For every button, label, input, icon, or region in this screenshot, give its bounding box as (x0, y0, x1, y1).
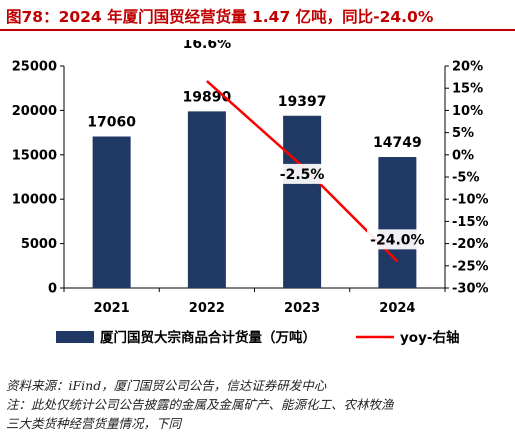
y-right-tick-label: 10% (452, 104, 483, 119)
bar (378, 157, 417, 288)
x-tick-label: 2023 (284, 301, 320, 316)
bar-data-label: 19397 (278, 94, 327, 110)
y-right-tick-label: -30% (452, 282, 489, 297)
line-label-box (366, 229, 428, 250)
bar-data-label: 17060 (87, 115, 136, 131)
x-tick-label: 2024 (379, 301, 415, 316)
y-left-tick-label: 25000 (12, 60, 57, 75)
y-right-tick-label: 5% (452, 126, 474, 141)
bar (92, 136, 131, 288)
y-right-tick-label: -20% (452, 237, 489, 252)
y-right-tick-label: 0% (452, 148, 474, 163)
figure-title-text: 图78：2024 年厦门国贸经营货量 1.47 亿吨，同比-24.0% (6, 8, 434, 26)
y-right-tick-label: -15% (452, 215, 489, 230)
source-line-2: 注：此处仅统计公司公告披露的金属及金属矿产、能源化工、农林牧渔 (6, 397, 394, 412)
title-underline (0, 29, 515, 31)
source-notes: 资料来源：iFind，厦门国贸公司公告，信达证券研发中心 注：此处仅统计公司公告… (6, 376, 394, 433)
bar-data-label: 14749 (373, 135, 422, 151)
y-left-tick-label: 20000 (12, 104, 57, 119)
source-line-1: 资料来源：iFind，厦门国贸公司公告，信达证券研发中心 (6, 378, 327, 393)
y-right-tick-label: -10% (452, 193, 489, 208)
y-right-tick-label: -25% (452, 259, 489, 274)
legend-line-label: yoy-右轴 (400, 329, 459, 346)
bar (283, 115, 322, 288)
legend-bar-swatch (56, 331, 94, 343)
y-left-tick-label: 15000 (12, 148, 57, 163)
legend-bar-label: 厦门国贸大宗商品合计货量（万吨） (100, 329, 316, 346)
line-data-label: -24.0% (370, 232, 424, 248)
line-label-box (276, 163, 329, 184)
y-left-tick-label: 0 (48, 282, 57, 297)
x-tick-label: 2022 (189, 301, 225, 316)
x-tick-label: 2021 (94, 301, 130, 316)
line-label-box (180, 40, 233, 54)
source-line-3: 三大类货种经营货量情况，下同 (6, 416, 182, 431)
y-right-tick-label: 15% (452, 82, 483, 97)
y-right-tick-label: -5% (452, 171, 479, 186)
y-left-tick-label: 5000 (21, 237, 57, 252)
bar (187, 111, 226, 288)
chart-area: 0 5000 10000 15000 20000 25000 -30% -25% -20% -15… (12, 40, 489, 346)
y-left-tick-label: 10000 (12, 193, 57, 208)
line-data-label: 16.6% (183, 40, 232, 52)
figure-title: 图78：2024 年厦门国贸经营货量 1.47 亿吨，同比-24.0% (0, 0, 515, 31)
y-right-tick-label: 20% (452, 60, 483, 75)
line-data-label: -2.5% (280, 167, 325, 183)
